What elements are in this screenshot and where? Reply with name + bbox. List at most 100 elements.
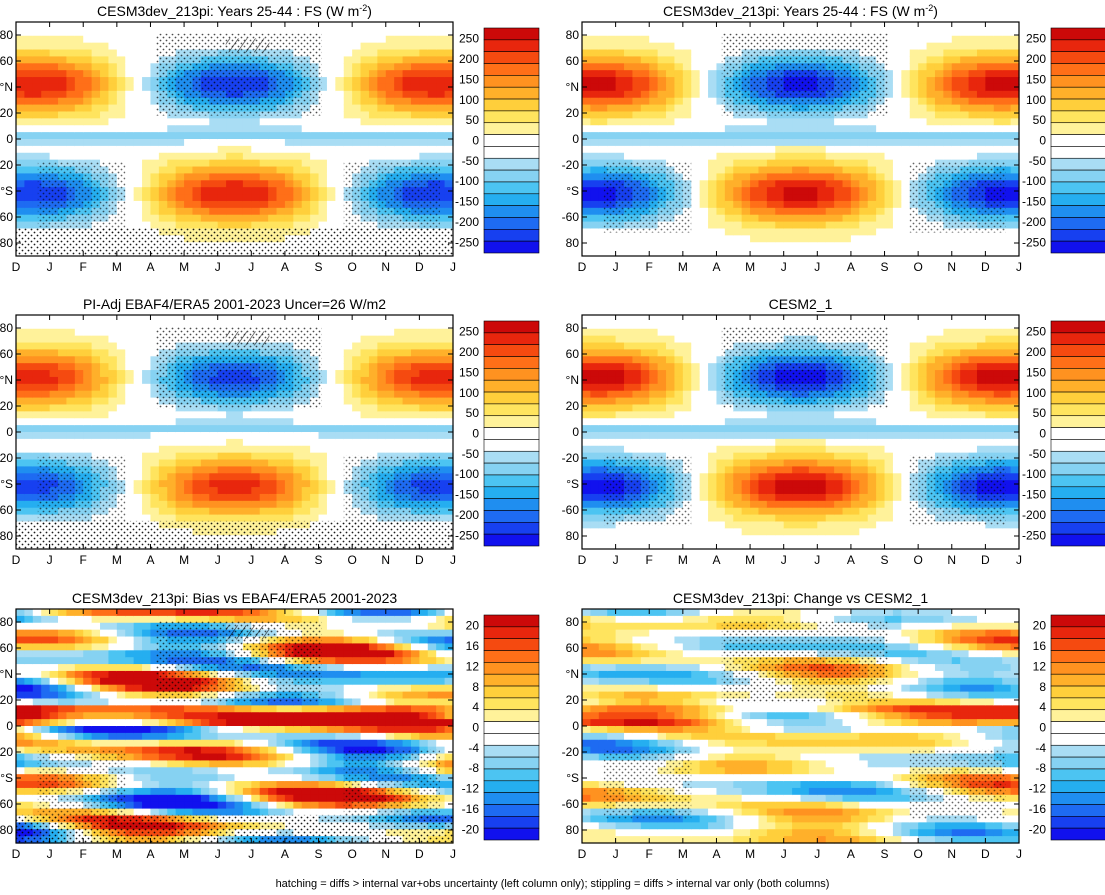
heatmap-cell	[125, 452, 135, 461]
heatmap-cell	[976, 42, 986, 51]
heatmap-cell	[24, 180, 34, 188]
heatmap-cell	[976, 63, 986, 71]
heatmap-cell	[142, 459, 152, 468]
heatmap-cell	[607, 90, 617, 99]
heatmap-cell	[951, 118, 961, 126]
heatmap-cell	[209, 194, 219, 202]
heatmap-cell	[876, 214, 886, 223]
heatmap-cell	[968, 97, 978, 106]
heatmap-cell	[108, 383, 118, 392]
heatmap-cell	[724, 159, 734, 168]
heatmap-cell	[133, 445, 143, 454]
heatmap-cell	[58, 418, 68, 426]
heatmap-cell	[24, 487, 34, 495]
heatmap-cell	[859, 249, 869, 257]
heatmap-cell	[32, 376, 42, 385]
heatmap-cell	[16, 63, 25, 71]
heatmap-cell	[259, 173, 269, 181]
heatmap-cell	[234, 152, 244, 161]
heatmap-cell	[167, 139, 177, 147]
heatmap-cell	[310, 452, 320, 461]
heatmap-cell	[1010, 194, 1020, 202]
heatmap-cell	[83, 370, 93, 378]
heatmap-cell	[708, 132, 718, 140]
heatmap-cell	[32, 466, 42, 474]
heatmap-cell	[934, 42, 944, 51]
heatmap-cell	[817, 173, 827, 181]
heatmap-cell	[842, 207, 852, 216]
heatmap-cell	[192, 452, 202, 461]
heatmap-cell	[758, 22, 768, 30]
heatmap-cell	[368, 35, 378, 44]
heatmap-cell	[91, 321, 101, 330]
heatmap-cell	[184, 500, 194, 509]
heatmap-cell	[293, 466, 303, 474]
heatmap-cell	[16, 335, 25, 344]
heatmap-cell	[410, 90, 420, 99]
heatmap-cell	[607, 152, 617, 161]
heatmap-cell	[158, 493, 168, 502]
heatmap-cell	[175, 139, 185, 147]
heatmap-cell	[708, 249, 718, 257]
heatmap-cell	[343, 42, 353, 51]
heatmap-cell	[268, 194, 278, 202]
heatmap-cell	[234, 145, 244, 154]
heatmap-cell	[310, 180, 320, 188]
heatmap-cell	[209, 214, 219, 223]
heatmap-cell	[410, 104, 420, 113]
heatmap-cell	[640, 152, 650, 161]
heatmap-cell	[976, 118, 986, 126]
heatmap-cell	[758, 145, 768, 154]
heatmap-cell	[150, 83, 160, 92]
heatmap-cell	[133, 104, 143, 113]
heatmap-cell	[775, 207, 785, 216]
x-tick-label: O	[913, 260, 922, 274]
heatmap-cell	[859, 173, 869, 181]
heatmap-cell	[133, 383, 143, 392]
heatmap-cell	[58, 90, 68, 99]
heatmap-cell	[615, 132, 625, 140]
heatmap-cell	[217, 159, 227, 168]
heatmap-cell	[116, 418, 126, 426]
heatmap-cell	[352, 139, 362, 147]
heatmap-cell	[268, 487, 278, 495]
heatmap-cell	[360, 56, 370, 64]
heatmap-cell	[716, 42, 726, 51]
heatmap-cell	[100, 370, 110, 378]
heatmap-cell	[649, 242, 659, 250]
heatmap-cell	[125, 111, 135, 119]
heatmap-cell	[783, 214, 793, 223]
heatmap-cell	[66, 404, 76, 412]
heatmap-cell	[100, 97, 110, 106]
heatmap-cell	[158, 214, 168, 223]
heatmap-cell	[427, 56, 437, 64]
heatmap-cell	[867, 152, 877, 161]
heatmap-cell	[318, 22, 328, 30]
heatmap-cell	[41, 335, 51, 344]
heatmap-cell	[158, 500, 168, 509]
heatmap-cell	[66, 349, 76, 357]
heatmap-cell	[968, 28, 978, 37]
colorbar-box	[1050, 75, 1105, 88]
heatmap-cell	[133, 49, 143, 58]
heatmap-cell	[108, 83, 118, 92]
heatmap-cell	[766, 187, 776, 195]
heatmap-cell	[242, 425, 252, 433]
heatmap-cell	[242, 459, 252, 468]
heatmap-cell	[708, 207, 718, 216]
y-tick-label: -20	[562, 158, 580, 172]
heatmap-cell	[419, 118, 429, 126]
heatmap-cell	[24, 452, 34, 461]
heatmap-cell	[909, 152, 919, 161]
heatmap-cell	[352, 97, 362, 106]
heatmap-cell	[1010, 35, 1020, 44]
heatmap-cell	[335, 180, 345, 188]
heatmap-cell	[1002, 63, 1012, 71]
heatmap-cell	[808, 194, 818, 202]
y-tick-label: °S	[566, 184, 579, 198]
heatmap-cell	[259, 187, 269, 195]
heatmap-cell	[41, 35, 51, 44]
heatmap-cell	[724, 28, 734, 37]
heatmap-cell	[783, 145, 793, 154]
heatmap-cell	[133, 97, 143, 106]
